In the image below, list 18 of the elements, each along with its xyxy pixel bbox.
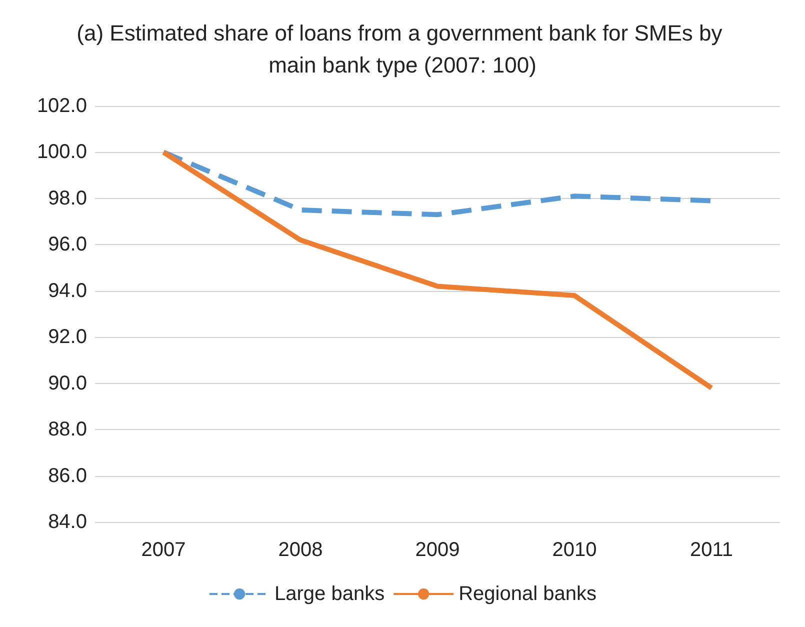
x-tick-label: 2011 <box>690 539 734 561</box>
y-tick-label: 98.0 <box>48 187 87 210</box>
y-tick-label: 94.0 <box>48 280 87 302</box>
x-tick-label: 2007 <box>141 539 186 561</box>
y-tick-label: 100.0 <box>36 141 87 164</box>
x-tick-label: 2008 <box>278 539 323 561</box>
chart-title: (a) Estimated share of loans from a government bank for SMEs by main bank type (2007: 100) <box>76 20 728 78</box>
y-tick-label: 84.0 <box>48 511 87 533</box>
y-tick-label: 92.0 <box>48 326 87 348</box>
x-tick-label: 2010 <box>552 539 597 561</box>
y-tick-label: 96.0 <box>48 234 87 256</box>
legend-label: Regional banks <box>458 583 596 605</box>
legend-label: Large banks <box>274 583 385 605</box>
x-tick-label: 2009 <box>415 539 460 561</box>
y-tick-label: 102.0 <box>36 95 87 117</box>
y-tick-label: 90.0 <box>48 372 87 394</box>
y-tick-label: 86.0 <box>48 464 87 487</box>
y-tick-label: 88.0 <box>48 418 87 441</box>
